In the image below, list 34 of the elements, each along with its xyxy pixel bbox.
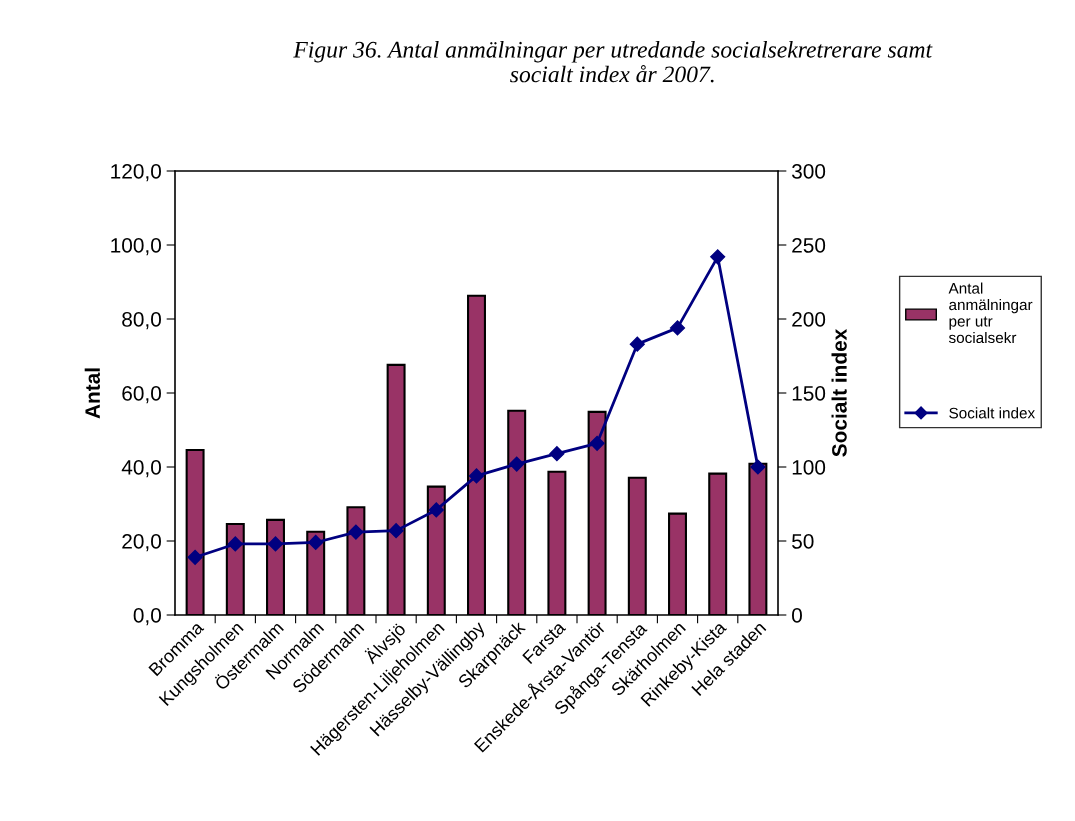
y-tick-label: 40,0 xyxy=(121,460,161,478)
point xyxy=(267,536,284,552)
legend-label: Antal anmälningar per utr socialsekr xyxy=(948,282,1033,344)
point xyxy=(629,336,645,352)
y2-tick-label: 150 xyxy=(792,386,826,401)
point xyxy=(348,524,364,540)
y2-axis-title: Socialt index xyxy=(831,328,847,457)
point xyxy=(308,534,324,551)
y-tick-label: 60,0 xyxy=(122,386,161,404)
point xyxy=(509,456,525,472)
y-tick-label: 80,0 xyxy=(122,312,161,330)
point xyxy=(227,536,243,552)
y-axis-title: Antal xyxy=(84,368,100,419)
point xyxy=(589,435,605,451)
y-tick-label: 0,0 xyxy=(133,608,161,626)
y2-tick-label: 250 xyxy=(792,238,826,253)
point xyxy=(710,249,726,265)
point xyxy=(750,459,766,475)
y-tick-label: 20,0 xyxy=(122,534,161,552)
y-tick-label: 120,0 xyxy=(111,164,161,182)
point xyxy=(549,446,565,462)
y2-tick-label: 0 xyxy=(792,608,802,623)
y2-tick-label: 200 xyxy=(792,312,826,327)
point xyxy=(468,468,485,484)
y2-tick-label: 100 xyxy=(792,460,826,475)
y2-tick-label: 50 xyxy=(792,534,814,549)
y-tick-label: 100,0 xyxy=(111,238,161,256)
point xyxy=(388,523,404,539)
legend-label: Socialt index xyxy=(949,407,1035,419)
point xyxy=(669,320,686,336)
point xyxy=(187,549,203,565)
chart-title: Figur 36. Antal anmälningar per utredande socialsekretrerare samt socialt index år 2007. xyxy=(293,41,933,83)
point xyxy=(428,502,444,518)
y2-tick-label: 300 xyxy=(791,164,826,179)
